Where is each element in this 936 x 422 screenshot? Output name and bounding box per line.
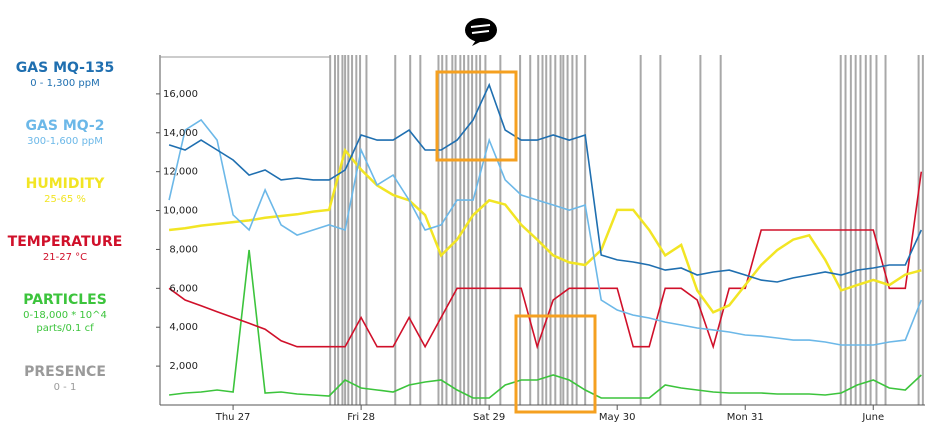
legend-name: HUMIDITY: [25, 176, 105, 192]
legend-range: 25-65 %: [44, 194, 86, 205]
x-tick-label: Fri 28: [347, 412, 375, 422]
x-tick-label: Sat 29: [473, 412, 505, 422]
legend-range: 0 - 1,300 ppM: [30, 78, 100, 89]
legend-entry: TEMPERATURE 21-27 °C: [5, 234, 125, 264]
y-tick-label: 8,000: [169, 244, 198, 255]
x-tick-label: June: [861, 412, 884, 422]
y-tick-label: 2,000: [169, 361, 198, 372]
legend-name: TEMPERATURE: [7, 234, 123, 250]
legend-entry: GAS MQ-135 0 - 1,300 ppM: [5, 60, 125, 90]
legend-range: 300-1,600 ppM: [27, 136, 103, 147]
chat-icon: [465, 18, 497, 46]
highlight-box: [514, 314, 597, 414]
y-tick-label: 6,000: [169, 283, 198, 294]
legend-range: 21-27 °C: [42, 252, 88, 263]
y-tick-label: 12,000: [163, 167, 198, 178]
legend-entry: GAS MQ-2 300-1,600 ppM: [5, 118, 125, 148]
y-tick-label: 10,000: [163, 206, 198, 217]
y-tick-label: 4,000: [169, 322, 198, 333]
legend-range: 0 - 1: [53, 382, 77, 393]
series-line: [168, 118, 923, 346]
y-tick-label: 14,000: [163, 128, 198, 139]
series-line: [168, 171, 923, 350]
series-line: [168, 82, 923, 283]
legend-entry: HUMIDITY 25-65 %: [5, 176, 125, 206]
legend-range: 0-18,000 * 10^4 parts/0.1 cf: [23, 310, 107, 334]
x-tick-label: May 30: [599, 412, 636, 422]
legend-name: PRESENCE: [24, 364, 106, 380]
legend-name: GAS MQ-2: [25, 118, 105, 134]
y-tick-label: 16,000: [163, 89, 198, 100]
legend-name: PARTICLES: [23, 292, 107, 308]
x-tick-label: Mon 31: [727, 412, 764, 422]
legend: GAS MQ-135 0 - 1,300 ppM GAS MQ-2 300-1,600…: [0, 0, 130, 422]
highlight-box: [435, 70, 518, 162]
legend-name: GAS MQ-135: [15, 60, 115, 76]
series-line: [168, 147, 922, 314]
legend-entry: PARTICLES 0-18,000 * 10^4 parts/0.1 cf: [5, 292, 125, 335]
legend-entry: PRESENCE 0 - 1: [5, 364, 125, 394]
x-tick-label: Thu 27: [215, 412, 251, 422]
series-line: [169, 249, 922, 399]
